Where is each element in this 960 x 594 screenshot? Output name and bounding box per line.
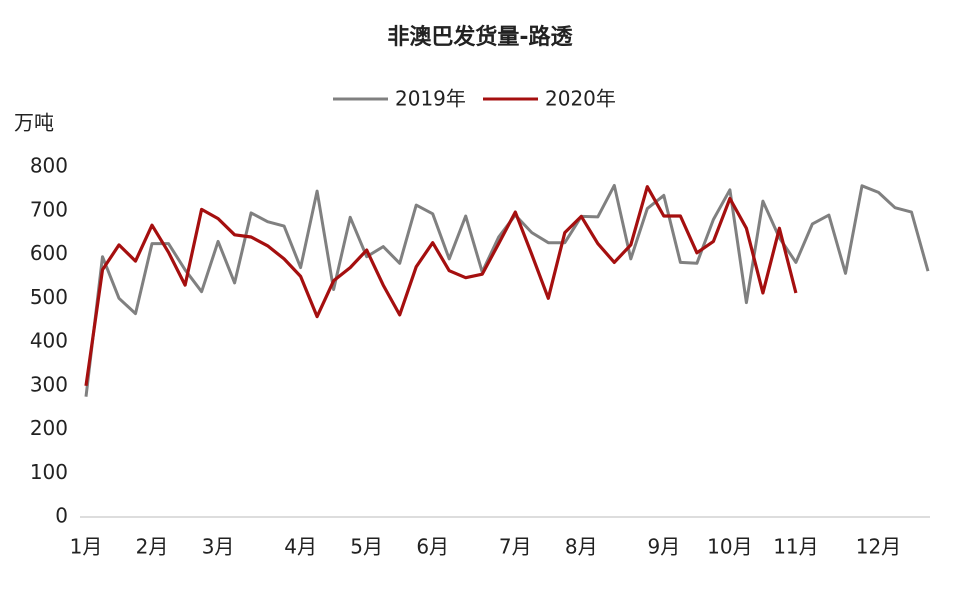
y-tick-label: 600 xyxy=(30,241,68,265)
x-tick-label: 10月 xyxy=(707,535,752,559)
series-line xyxy=(84,185,798,387)
y-tick-label: 700 xyxy=(30,197,68,221)
y-axis-label: 万吨 xyxy=(14,111,54,135)
chart-title: 非澳巴发货量-路透 xyxy=(387,24,573,50)
x-tick-label: 6月 xyxy=(416,535,449,559)
y-tick-label: 400 xyxy=(30,329,68,353)
x-tick-label: 2月 xyxy=(136,535,169,559)
y-tick-label: 500 xyxy=(30,285,68,309)
x-tick-label: 12月 xyxy=(856,535,901,559)
x-tick-label: 4月 xyxy=(284,535,317,559)
legend-label: 2019年 xyxy=(395,87,466,111)
x-tick-label: 8月 xyxy=(565,535,598,559)
x-tick-label: 11月 xyxy=(773,535,818,559)
x-tick-label: 7月 xyxy=(499,535,532,559)
x-tick-label: 5月 xyxy=(350,535,383,559)
x-tick-label: 9月 xyxy=(647,535,680,559)
x-tick-label: 3月 xyxy=(202,535,235,559)
x-tick-label: 1月 xyxy=(70,535,103,559)
y-tick-label: 0 xyxy=(55,504,68,528)
legend-label: 2020年 xyxy=(545,87,616,111)
y-tick-label: 300 xyxy=(30,372,68,396)
y-tick-label: 200 xyxy=(30,416,68,440)
y-tick-label: 800 xyxy=(30,154,68,178)
y-tick-label: 100 xyxy=(30,460,68,484)
